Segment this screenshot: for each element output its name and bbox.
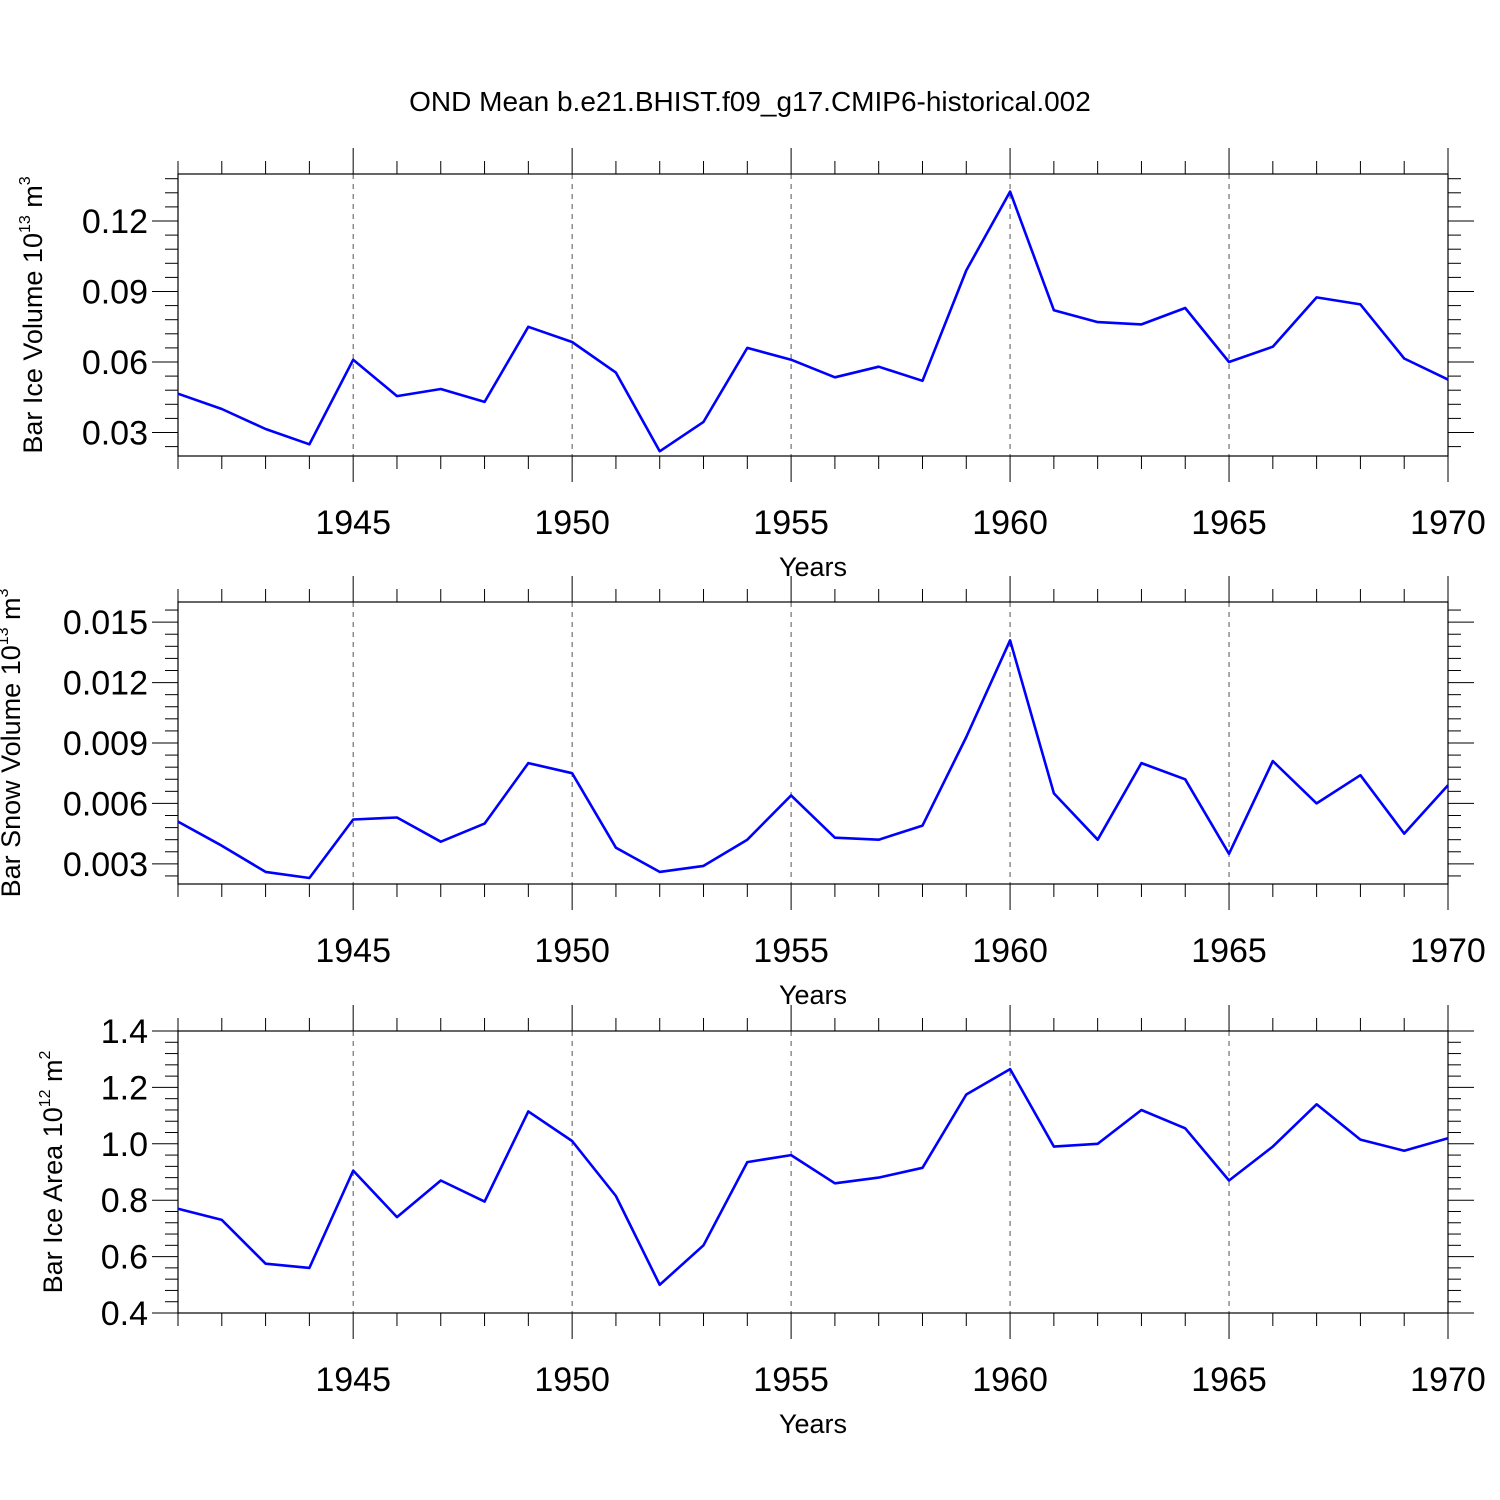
x-tick-label: 1955 xyxy=(753,504,829,542)
y-tick-label: 1.2 xyxy=(101,1069,148,1107)
y-tick-label: 1.0 xyxy=(101,1126,148,1164)
y-tick-label: 0.03 xyxy=(82,415,148,453)
y-axis-label: Bar Ice Area 1012 m2 xyxy=(37,1050,68,1293)
plot-frame xyxy=(177,601,1449,885)
series-line-ice-volume xyxy=(177,190,1449,453)
y-tick-label: 0.012 xyxy=(63,665,148,703)
y-tick-label: 0.015 xyxy=(63,604,148,642)
y-tick-label: 0.8 xyxy=(101,1182,148,1220)
x-tick-label: 1960 xyxy=(972,504,1048,542)
panel-ice-volume: 1945 1950 1955 1960 1965 1970 Years 0.03 0.06 0.0… xyxy=(17,148,1486,582)
plot-frame xyxy=(177,173,1449,457)
x-tick-label: 1950 xyxy=(534,504,610,542)
panel-snow-volume: 1945 1950 1955 1960 1965 1970 Years 0.003 0.006 0… xyxy=(0,576,1486,1010)
y-tick-label: 0.009 xyxy=(63,725,148,763)
y-axis-label-exponent: 12 xyxy=(37,1089,54,1107)
y-tick-label: 0.6 xyxy=(101,1239,148,1277)
x-tick-label: 1950 xyxy=(534,1361,610,1399)
x-tick-label: 1945 xyxy=(315,932,391,970)
x-tick-label: 1970 xyxy=(1410,1361,1486,1399)
y-tick-label: 0.006 xyxy=(63,785,148,823)
y-tick-label: 0.003 xyxy=(63,846,148,884)
y-axis-label-text: m xyxy=(0,597,26,627)
y-axis-label-exponent: 13 xyxy=(17,215,34,233)
y-axis-label-exponent: 13 xyxy=(0,627,12,645)
x-tick-label: 1955 xyxy=(753,1361,829,1399)
y-axis-label-exponent: 2 xyxy=(37,1050,54,1059)
x-tick-label: 1955 xyxy=(753,932,829,970)
y-axis-label-text: Bar Snow Volume 10 xyxy=(0,645,26,897)
x-tick-label: 1970 xyxy=(1410,504,1486,542)
plot-frame xyxy=(177,1030,1449,1314)
y-axis-label: Bar Ice Volume 1013 m3 xyxy=(17,176,48,453)
y-axis-label-exponent: 3 xyxy=(17,176,34,185)
y-axis-label: Bar Snow Volume 1013 m3 xyxy=(0,588,26,897)
x-tick-label: 1945 xyxy=(315,1361,391,1399)
x-tick-label: 1970 xyxy=(1410,932,1486,970)
x-axis-label: Years xyxy=(779,1409,847,1439)
y-axis-label-exponent: 3 xyxy=(0,588,12,597)
x-tick-label: 1945 xyxy=(315,504,391,542)
x-axis-label: Years xyxy=(779,552,847,582)
y-tick-label: 0.09 xyxy=(82,274,148,312)
y-tick-label: 0.06 xyxy=(82,344,148,382)
x-axis-label: Years xyxy=(779,980,847,1010)
x-tick-label: 1960 xyxy=(972,932,1048,970)
x-tick-label: 1965 xyxy=(1191,932,1267,970)
y-axis-label-text: m xyxy=(18,185,48,215)
x-tick-label: 1965 xyxy=(1191,1361,1267,1399)
y-axis-label-text: Bar Ice Area 10 xyxy=(38,1107,68,1293)
y-axis-label-text: m xyxy=(38,1059,68,1089)
chart-title: OND Mean b.e21.BHIST.f09_g17.CMIP6-histo… xyxy=(409,86,1091,117)
y-tick-label: 1.4 xyxy=(101,1013,148,1051)
x-tick-label: 1965 xyxy=(1191,504,1267,542)
y-tick-label: 0.4 xyxy=(101,1295,148,1333)
series-line-snow-volume xyxy=(177,638,1449,880)
series-line-ice-area xyxy=(177,1067,1449,1287)
panel-ice-area: 1945 1950 1955 1960 1965 1970 Years 0.4 0.6 0.8 1.… xyxy=(37,1005,1486,1439)
x-tick-label: 1950 xyxy=(534,932,610,970)
y-axis-label-text: Bar Ice Volume 10 xyxy=(18,233,48,454)
x-tick-label: 1960 xyxy=(972,1361,1048,1399)
y-tick-label: 0.12 xyxy=(82,203,148,241)
chart-panels: 1945 1950 1955 1960 1965 1970 Years 0.03 0.06 0.0… xyxy=(0,148,1486,1439)
